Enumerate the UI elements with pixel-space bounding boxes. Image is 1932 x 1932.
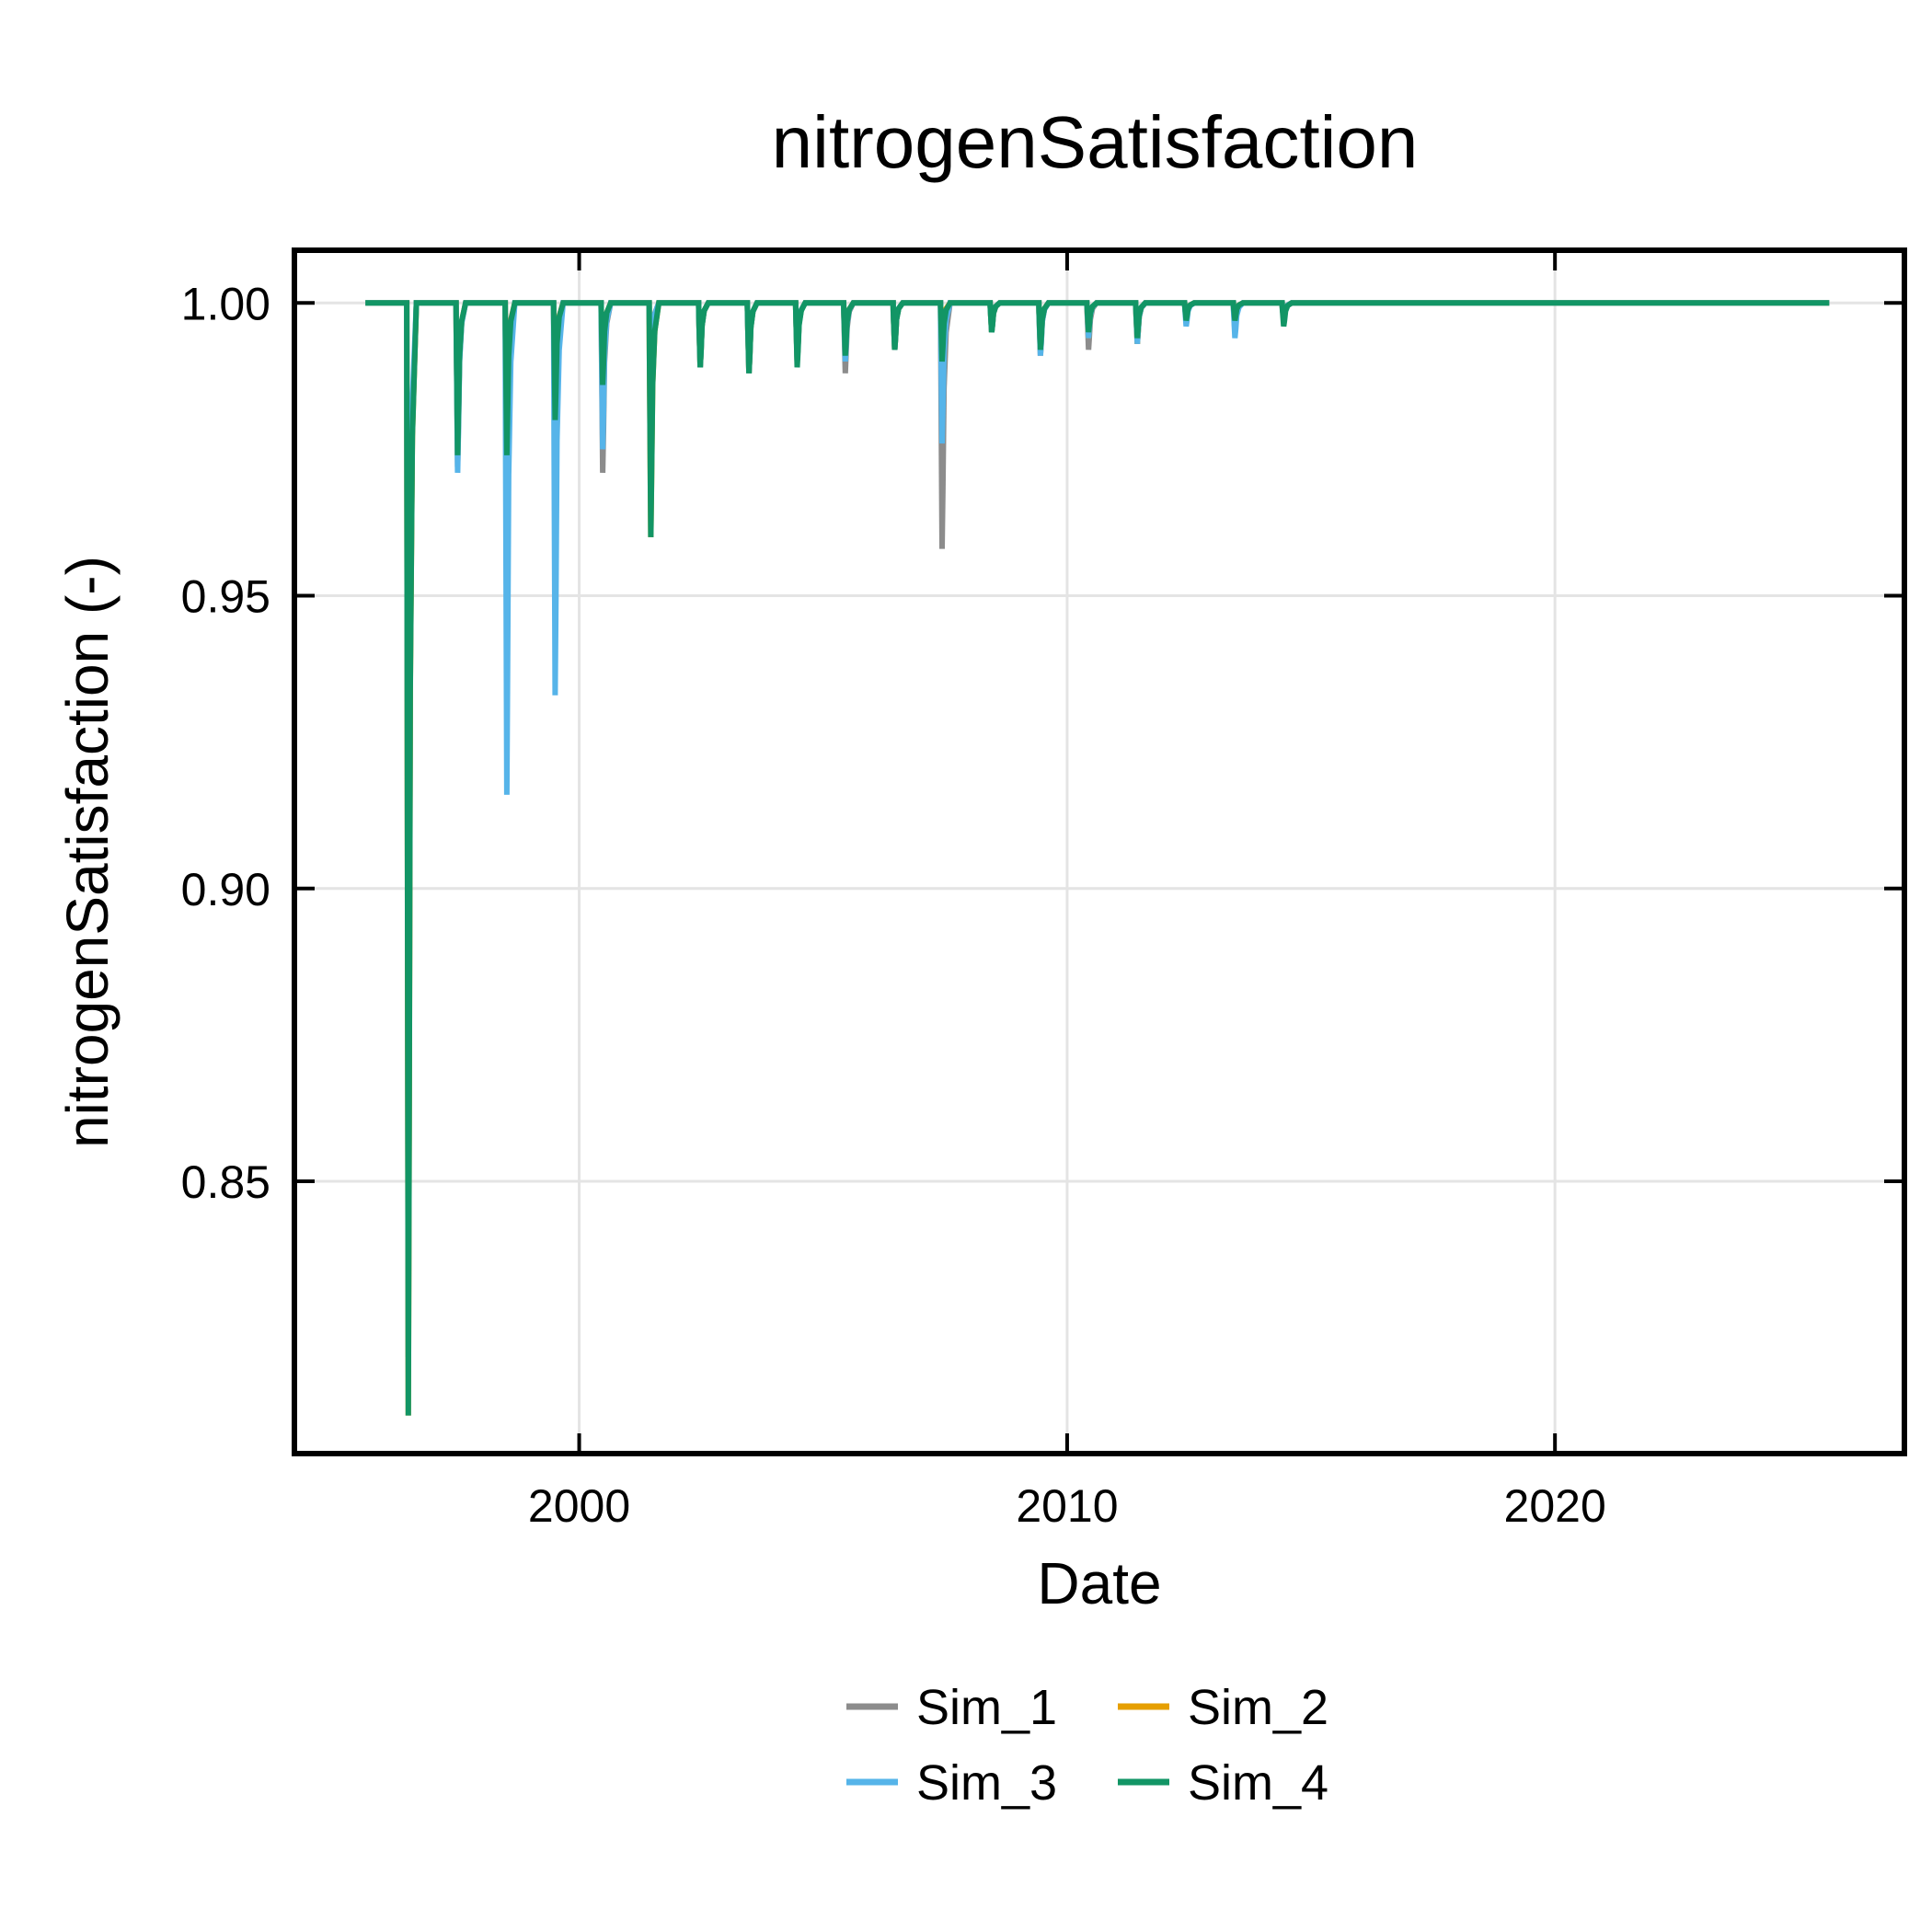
legend: Sim_1 Sim_2 Sim_3 Sim_4 — [846, 1680, 1328, 1811]
x-tick-label: 2010 — [1016, 1480, 1118, 1532]
x-tick-label: 2020 — [1504, 1480, 1606, 1532]
legend-label: Sim_1 — [916, 1680, 1057, 1735]
series-line-3 — [365, 300, 1830, 1111]
y-tick-label: 0.95 — [181, 571, 270, 623]
x-tick-label: 2000 — [528, 1480, 630, 1532]
tick-labels: 2000 2010 2020 0.85 0.90 0.95 1.00 — [181, 278, 1606, 1532]
y-tick-label: 1.00 — [181, 278, 270, 329]
series-line-1 — [365, 300, 1830, 1358]
x-axis-label: Date — [1037, 1550, 1161, 1616]
legend-label: Sim_3 — [916, 1755, 1057, 1811]
y-tick-label: 0.90 — [181, 864, 270, 915]
series-line-4 — [365, 300, 1830, 1416]
series-layer — [365, 300, 1830, 1416]
series-line-2 — [365, 300, 1830, 1416]
chart-title: nitrogenSatisfaction — [772, 101, 1419, 183]
grid — [294, 250, 1904, 1454]
legend-label: Sim_4 — [1188, 1755, 1328, 1811]
plot-frame — [292, 247, 1907, 1456]
legend-label: Sim_2 — [1188, 1680, 1328, 1735]
ticks — [294, 250, 1904, 1454]
y-axis-label: nitrogenSatisfaction (-) — [54, 556, 121, 1148]
y-tick-label: 0.85 — [181, 1156, 270, 1208]
